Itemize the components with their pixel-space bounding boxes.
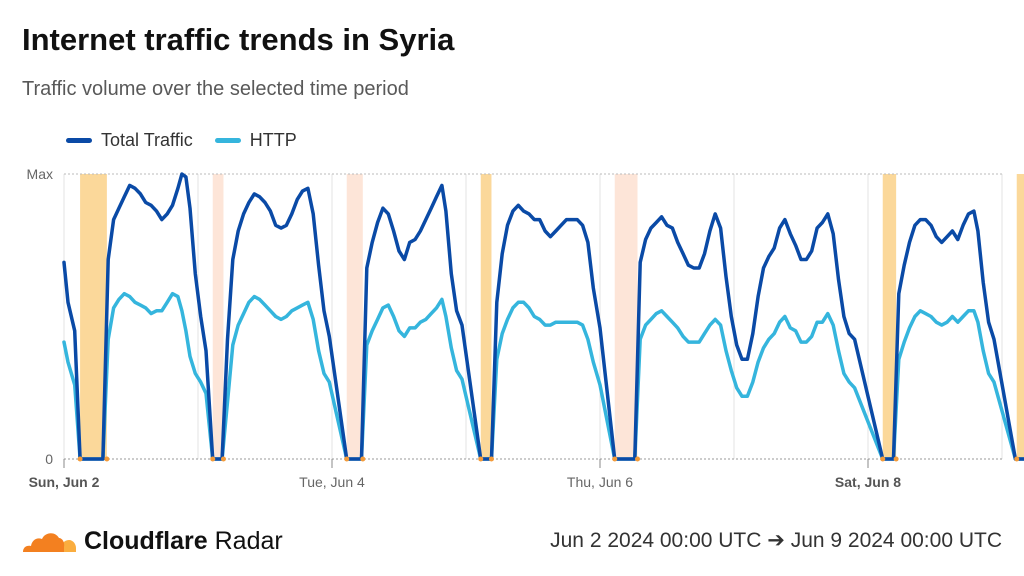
series-line-total-traffic: [62, 172, 1024, 461]
outage-marker-start: [478, 456, 484, 462]
outage-band: [1016, 174, 1024, 459]
outage-marker-end: [893, 456, 899, 462]
chart-subtitle: Traffic volume over the selected time pe…: [22, 78, 409, 100]
legend-label-http: HTTP: [249, 129, 297, 150]
series-line-http: [62, 291, 1024, 461]
outage-marker-start: [344, 456, 350, 462]
outage-markers: [77, 456, 1020, 462]
legend-swatch-total: [66, 137, 92, 143]
legend-label-total: Total Traffic: [101, 129, 193, 150]
cloudflare-logo-icon: [23, 533, 76, 552]
outage-marker-start: [1014, 456, 1020, 462]
outage-band: [346, 174, 363, 459]
outage-band: [614, 174, 638, 459]
brand-product: Radar: [214, 526, 283, 555]
x-tick-label: Sun, Jun 2: [29, 474, 100, 490]
x-tick-label: Sat, Jun 8: [835, 474, 901, 490]
x-tick-label: Thu, Jun 6: [567, 474, 633, 490]
outage-marker-end: [635, 456, 641, 462]
chart-grid: [63, 173, 1003, 460]
chart-series: [62, 172, 1024, 461]
y-tick-label: Max: [27, 166, 53, 182]
legend-swatch-http: [214, 137, 241, 143]
chart-title: Internet traffic trends in Syria: [22, 22, 455, 57]
chart-axes: 0 Max Sun, Jun 2 Tue, Jun 4 Thu, Jun 6 Sat, J…: [27, 166, 902, 490]
outage-band: [882, 174, 897, 459]
outage-marker-end: [360, 456, 366, 462]
legend: Total Traffic HTTP: [66, 128, 319, 152]
cloudflare-radar-brand: Cloudflare Radar: [22, 521, 283, 561]
outage-marker-start: [880, 456, 886, 462]
brand-name: Cloudflare: [84, 526, 208, 555]
outage-marker-end: [220, 456, 226, 462]
outage-marker-end: [104, 456, 110, 462]
y-tick-label: 0: [45, 451, 53, 467]
outage-marker-end: [488, 456, 494, 462]
outage-band: [212, 174, 224, 459]
outage-marker-start: [77, 456, 83, 462]
outage-marker-start: [612, 456, 618, 462]
legend-item-total-traffic[interactable]: Total Traffic: [66, 130, 193, 151]
legend-item-http[interactable]: HTTP: [214, 129, 297, 151]
outage-bands: [80, 174, 1024, 459]
outage-marker-start: [210, 456, 216, 462]
date-range: Jun 2 2024 00:00 UTC ➔ Jun 9 2024 00:00 …: [550, 529, 1002, 552]
x-tick-label: Tue, Jun 4: [299, 474, 365, 490]
outage-band: [480, 174, 492, 459]
